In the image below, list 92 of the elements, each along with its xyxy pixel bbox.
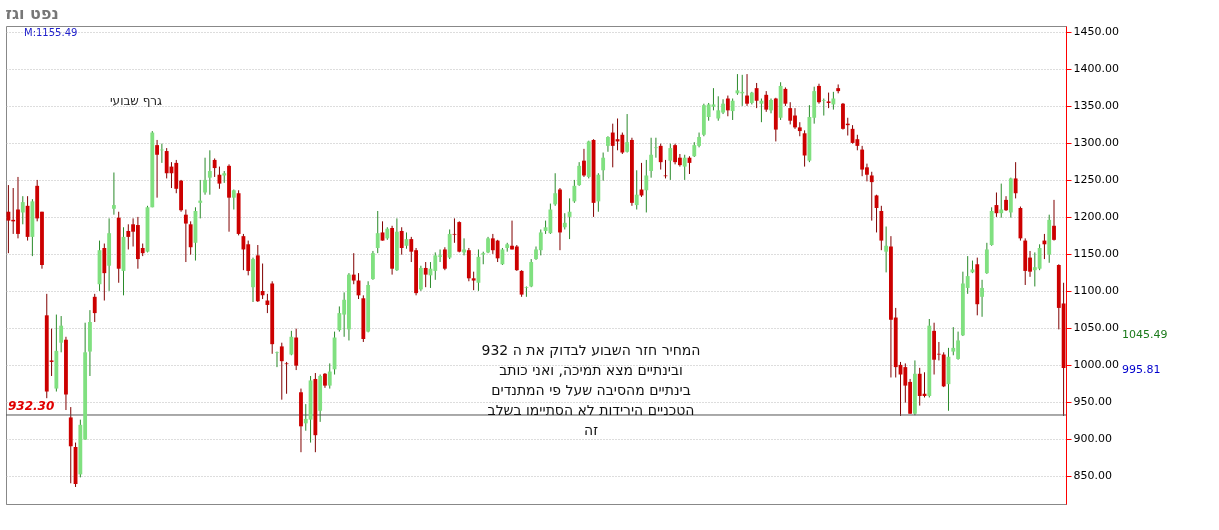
- candlestick: [548, 203, 553, 235]
- candlestick: [884, 226, 889, 273]
- candlestick: [788, 101, 793, 125]
- candlestick: [462, 237, 466, 256]
- candlestick: [519, 269, 524, 298]
- candlestick: [730, 98, 735, 121]
- candlestick: [327, 362, 332, 390]
- y-tick-label: 950.00: [1073, 395, 1112, 409]
- candlestick: [601, 152, 606, 182]
- candlestick: [577, 161, 582, 187]
- candlestick: [620, 132, 625, 155]
- y-tick-label: 1150.00: [1073, 247, 1119, 261]
- candlestick: [682, 154, 687, 181]
- candlestick: [92, 293, 97, 323]
- ref-line-label: 932.30: [8, 398, 55, 413]
- candlestick: [289, 330, 294, 356]
- text: 995.81: [1122, 363, 1161, 376]
- candlestick: [212, 157, 217, 178]
- candlestick: [572, 179, 577, 204]
- candlestick: [764, 90, 769, 113]
- y-tick-label: 1100.00: [1073, 284, 1119, 298]
- annotation: M:1155.49: [24, 27, 78, 38]
- candlestick: [418, 265, 423, 292]
- candlestick: [275, 351, 279, 368]
- candlestick: [644, 159, 649, 213]
- y-tick-label: 1050.00: [1073, 321, 1119, 335]
- chart-title: נפט וגז: [5, 3, 59, 23]
- candlestick: [663, 159, 668, 179]
- y-tick-label: 900.00: [1073, 432, 1112, 446]
- y-tick-label: 1250.00: [1073, 173, 1119, 187]
- candlestick: [524, 285, 529, 298]
- candlestick: [869, 171, 874, 222]
- candlestick: [188, 220, 193, 256]
- candlestick: [433, 251, 438, 281]
- candlestick: [658, 143, 663, 171]
- y-tick-label: 850.00: [1073, 469, 1112, 483]
- candlestick: [917, 367, 922, 407]
- candlestick: [351, 252, 356, 285]
- y-tick-label: 1000.00: [1073, 358, 1119, 372]
- candlestick: [399, 226, 404, 256]
- candlestick: [625, 113, 630, 154]
- candlestick: [155, 139, 159, 199]
- candlestick: [582, 148, 586, 178]
- y-tick-label: 1400.00: [1073, 62, 1119, 76]
- candlestick: [423, 261, 428, 288]
- candlestick: [20, 195, 25, 225]
- candlestick: [553, 172, 558, 207]
- candlestick: [471, 271, 476, 291]
- annotation: המחיר חזר השבוע לבדוק את ה 932 ובינתיים מצא תמיכה, ואני כותב בינתיים מהסיבה שעל פי המתנדים הטכניים הירידות לא הסתיימו בשלב זה: [481, 342, 701, 438]
- candlestick: [673, 143, 678, 165]
- y-tick-label: 1200.00: [1073, 210, 1119, 224]
- candlestick: [279, 342, 284, 401]
- candlestick: [284, 361, 289, 395]
- candlestick: [203, 157, 207, 196]
- candlestick: [538, 228, 543, 256]
- candlestick: [183, 209, 188, 263]
- candlestick: [745, 73, 749, 107]
- candlestick: [207, 149, 212, 196]
- candlestick: [649, 137, 654, 179]
- candlestick: [112, 172, 116, 216]
- candlestick: [442, 246, 447, 271]
- candlestick: [980, 279, 984, 318]
- candlestick: [1013, 161, 1018, 199]
- candlestick: [514, 244, 519, 272]
- candlestick: [6, 184, 11, 254]
- candlestick: [634, 169, 639, 210]
- candlestick: [164, 147, 169, 179]
- y-tick-label: 1300.00: [1073, 136, 1119, 150]
- candlestick: [375, 210, 380, 254]
- candlestick: [716, 95, 721, 122]
- candlestick: [860, 145, 865, 177]
- candlestick: [725, 95, 730, 117]
- candlestick: [984, 242, 989, 275]
- candlestick: [126, 223, 131, 250]
- candlestick: [1052, 199, 1056, 242]
- candlestick: [59, 315, 64, 353]
- candlestick: [817, 83, 821, 105]
- y-tick-label: 1450.00: [1073, 25, 1119, 39]
- text: 1045.49: [1122, 328, 1168, 341]
- candlestick: [1037, 243, 1042, 271]
- candlestick: [447, 228, 452, 260]
- candlestick: [495, 239, 500, 263]
- candlestick: [802, 129, 807, 168]
- candlestick: [668, 143, 673, 181]
- candlestick: [951, 326, 956, 356]
- candlestick: [821, 98, 826, 117]
- candlestick: [783, 86, 788, 107]
- candlestick: [653, 137, 658, 159]
- y-tick-label: 1350.00: [1073, 99, 1119, 113]
- candlestick: [754, 82, 759, 109]
- annotation: גרף שבועי: [109, 94, 163, 108]
- candlestick: [610, 123, 615, 168]
